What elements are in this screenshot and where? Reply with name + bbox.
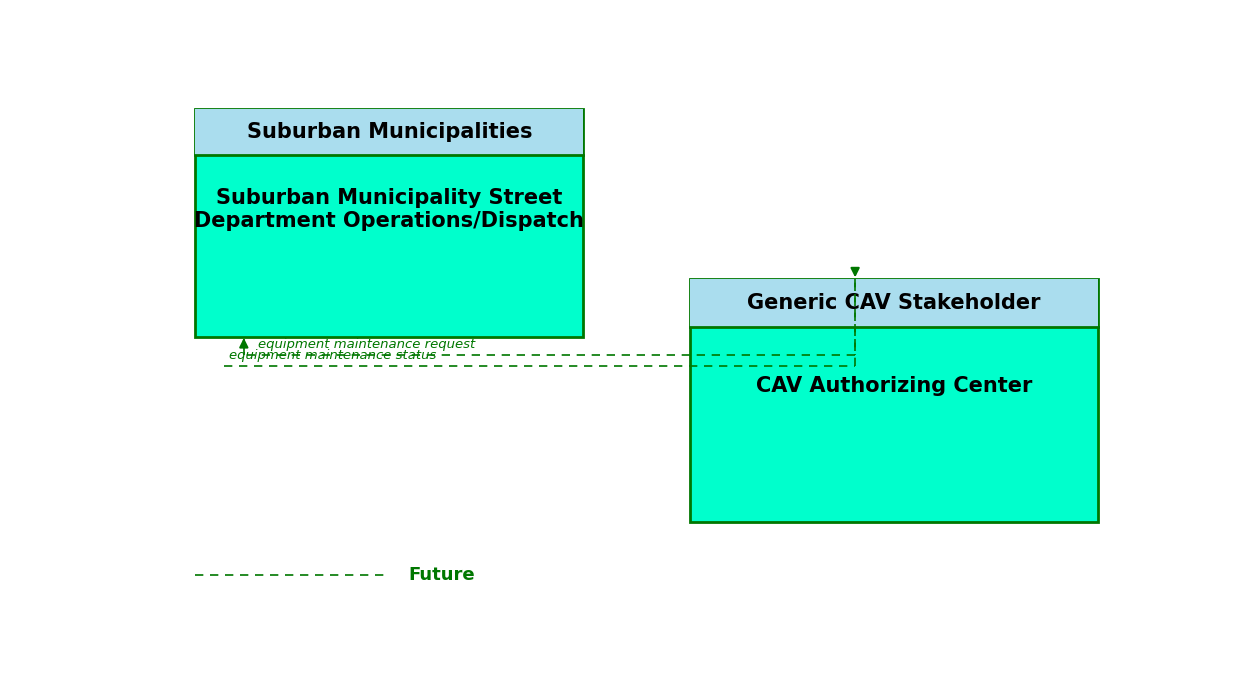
Text: equipment maintenance status: equipment maintenance status — [229, 349, 437, 362]
Bar — [195, 109, 583, 337]
Text: CAV Authorizing Center: CAV Authorizing Center — [756, 376, 1032, 396]
Text: Suburban Municipalities: Suburban Municipalities — [247, 122, 532, 142]
Bar — [195, 109, 583, 155]
Bar — [690, 279, 1098, 522]
Text: Future: Future — [408, 566, 476, 584]
Bar — [690, 279, 1098, 327]
Text: Generic CAV Stakeholder: Generic CAV Stakeholder — [747, 293, 1040, 313]
Text: equipment maintenance request: equipment maintenance request — [258, 338, 476, 351]
Text: Suburban Municipality Street
Department Operations/Dispatch: Suburban Municipality Street Department … — [194, 188, 585, 231]
